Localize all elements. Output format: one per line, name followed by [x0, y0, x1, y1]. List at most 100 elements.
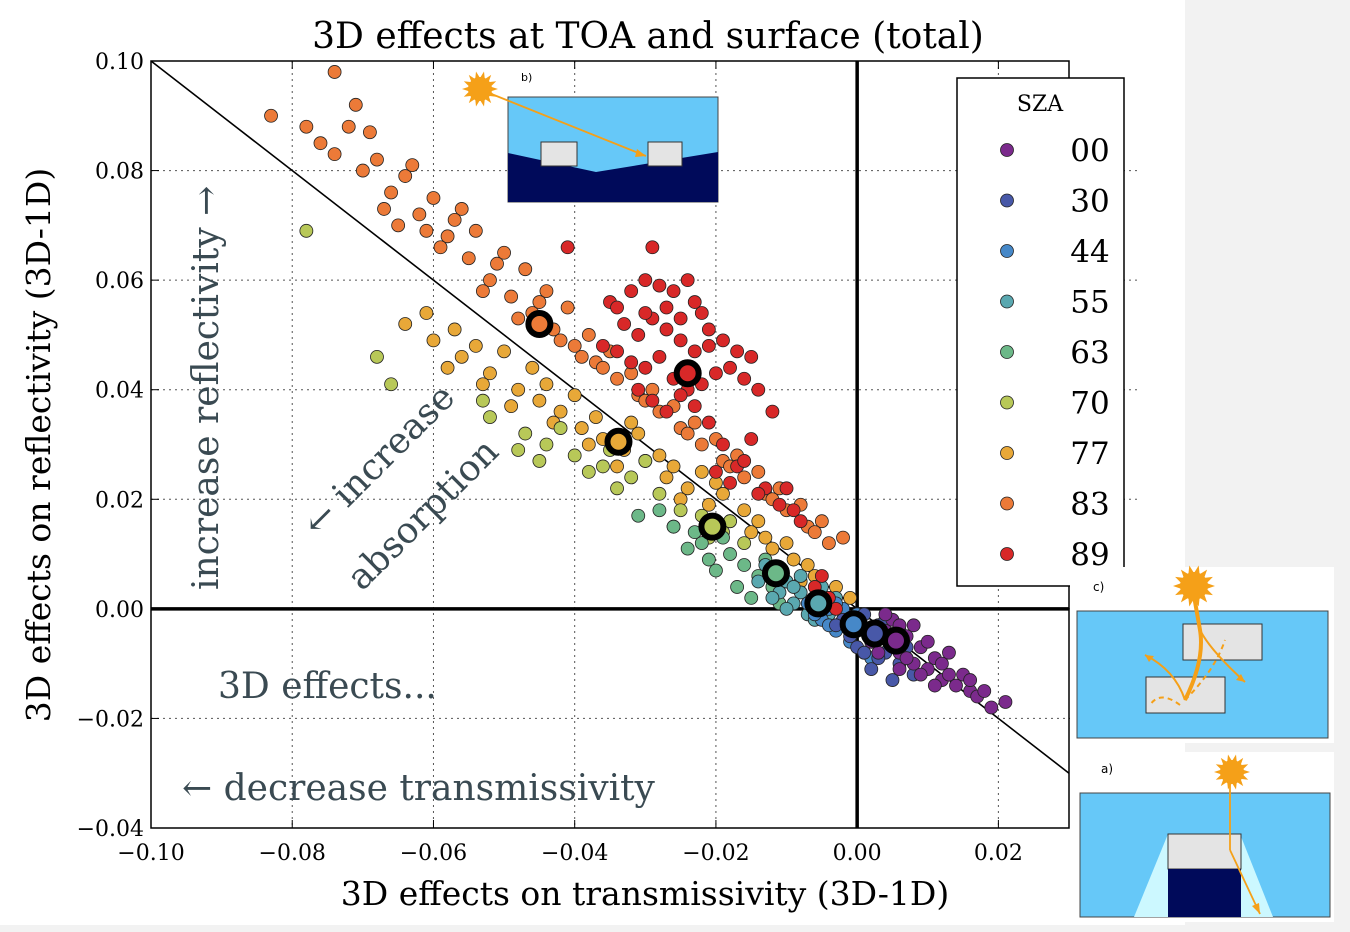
y-tick-label: 0.02 — [95, 488, 144, 513]
data-point-sza-89 — [737, 371, 752, 386]
data-point-sza-89 — [779, 481, 794, 496]
data-point-sza-89 — [701, 415, 716, 430]
data-point-sza-77 — [694, 464, 709, 479]
data-point-sza-77 — [581, 437, 596, 452]
annotation-decrease-transmissivity: ← decrease transmissivity — [182, 768, 656, 809]
data-point-sza-55 — [779, 601, 794, 616]
data-point-sza-89 — [610, 344, 624, 359]
mean-marker-sza-55 — [804, 589, 833, 618]
data-point-sza-83 — [468, 223, 483, 238]
data-point-sza-77 — [426, 333, 441, 348]
data-point-sza-70 — [299, 223, 314, 238]
data-point-sza-70 — [567, 448, 582, 463]
data-point-sza-89 — [744, 349, 759, 364]
legend-label-sza-77: 77 — [1070, 436, 1109, 472]
data-point-sza-89 — [659, 322, 674, 337]
data-point-sza-83 — [440, 229, 455, 244]
data-point-sza-70 — [610, 481, 624, 496]
data-point-sza-83 — [807, 525, 822, 540]
data-point-sza-77 — [765, 541, 780, 556]
data-point-sza-30 — [864, 662, 879, 677]
data-point-sza-83 — [384, 185, 398, 200]
data-point-sza-77 — [751, 514, 766, 529]
data-point-sza-70 — [737, 536, 752, 551]
data-point-sza-89 — [751, 486, 766, 501]
data-point-sza-77 — [843, 591, 857, 605]
data-point-sza-70 — [581, 464, 596, 479]
data-point-sza-70 — [624, 470, 639, 485]
data-point-sza-89 — [793, 514, 808, 529]
data-point-sza-89 — [694, 306, 709, 320]
data-point-sza-63 — [694, 536, 709, 551]
data-point-sza-83 — [327, 147, 342, 162]
legend-label-sza-00: 00 — [1070, 133, 1109, 169]
mean-marker-sza-44 — [839, 610, 868, 639]
data-point-sza-83 — [391, 218, 406, 233]
data-point-sza-89 — [638, 306, 653, 320]
inset-a-diagram: a) — [1070, 752, 1334, 922]
data-point-sza-83 — [511, 311, 526, 326]
data-point-sza-83 — [405, 158, 420, 172]
data-point-sza-77 — [779, 536, 794, 551]
data-point-sza-77 — [440, 360, 455, 375]
data-point-sza-63 — [701, 552, 716, 567]
data-point-sza-70 — [384, 377, 398, 392]
x-tick-label: −0.08 — [259, 841, 326, 866]
y-axis-label: 3D effects on reflectivity (3D-1D) — [19, 168, 58, 722]
data-point-sza-00 — [963, 673, 978, 687]
data-point-sza-30 — [857, 645, 872, 660]
legend-label-sza-70: 70 — [1070, 386, 1109, 422]
data-point-sza-89 — [673, 388, 688, 403]
data-point-sza-89 — [737, 454, 752, 468]
data-point-sza-89 — [765, 404, 780, 419]
data-point-sza-83 — [532, 295, 547, 309]
data-point-sza-83 — [737, 470, 752, 485]
data-point-sza-83 — [751, 464, 766, 479]
data-point-sza-77 — [539, 377, 554, 392]
data-point-sza-77 — [398, 317, 413, 331]
data-point-sza-83 — [313, 136, 328, 151]
data-point-sza-00 — [920, 634, 935, 649]
data-point-sza-89 — [723, 475, 737, 490]
data-point-sza-77 — [701, 497, 716, 512]
data-point-sza-83 — [447, 212, 462, 227]
data-point-sza-89 — [772, 497, 787, 512]
data-point-sza-77 — [475, 377, 490, 392]
mean-marker-sza-89 — [673, 359, 702, 388]
data-point-sza-89 — [596, 338, 610, 353]
data-point-sza-83 — [348, 97, 363, 112]
legend-marker-sza-83 — [1000, 496, 1014, 511]
legend-label-sza-55: 55 — [1070, 285, 1109, 321]
legend-label-sza-83: 83 — [1070, 487, 1109, 523]
data-point-sza-83 — [355, 163, 370, 178]
data-point-sza-30 — [885, 673, 900, 687]
data-point-sza-89 — [687, 295, 702, 309]
mean-markers — [525, 309, 910, 655]
data-point-sza-63 — [652, 503, 667, 518]
data-point-sza-00 — [878, 607, 893, 622]
data-point-sza-77 — [652, 448, 667, 463]
data-point-sza-70 — [532, 454, 547, 468]
legend-title: SZA — [1017, 92, 1064, 117]
data-point-sza-55 — [765, 591, 780, 605]
data-point-sza-83 — [560, 300, 575, 315]
data-point-sza-89 — [716, 333, 730, 348]
data-point-sza-89 — [751, 382, 766, 397]
data-point-sza-89 — [560, 240, 575, 255]
zero-axis-lines — [151, 61, 1069, 828]
mean-marker-sza-83 — [525, 309, 554, 338]
bottom-margin-background — [0, 925, 1350, 932]
data-point-sza-83 — [836, 530, 850, 545]
legend-marker-sza-63 — [1000, 345, 1014, 359]
data-point-sza-89 — [638, 360, 653, 375]
data-point-sza-89 — [730, 344, 745, 359]
reference-diagonal-line — [151, 61, 1069, 774]
chart-title: 3D effects at TOA and surface (total) — [312, 16, 984, 57]
data-point-sza-77 — [483, 366, 497, 381]
data-point-sza-00 — [942, 645, 956, 660]
data-point-sza-89 — [659, 300, 674, 315]
sun-icon — [1214, 754, 1250, 790]
data-point-sza-89 — [631, 382, 646, 397]
data-point-sza-83 — [327, 65, 342, 79]
